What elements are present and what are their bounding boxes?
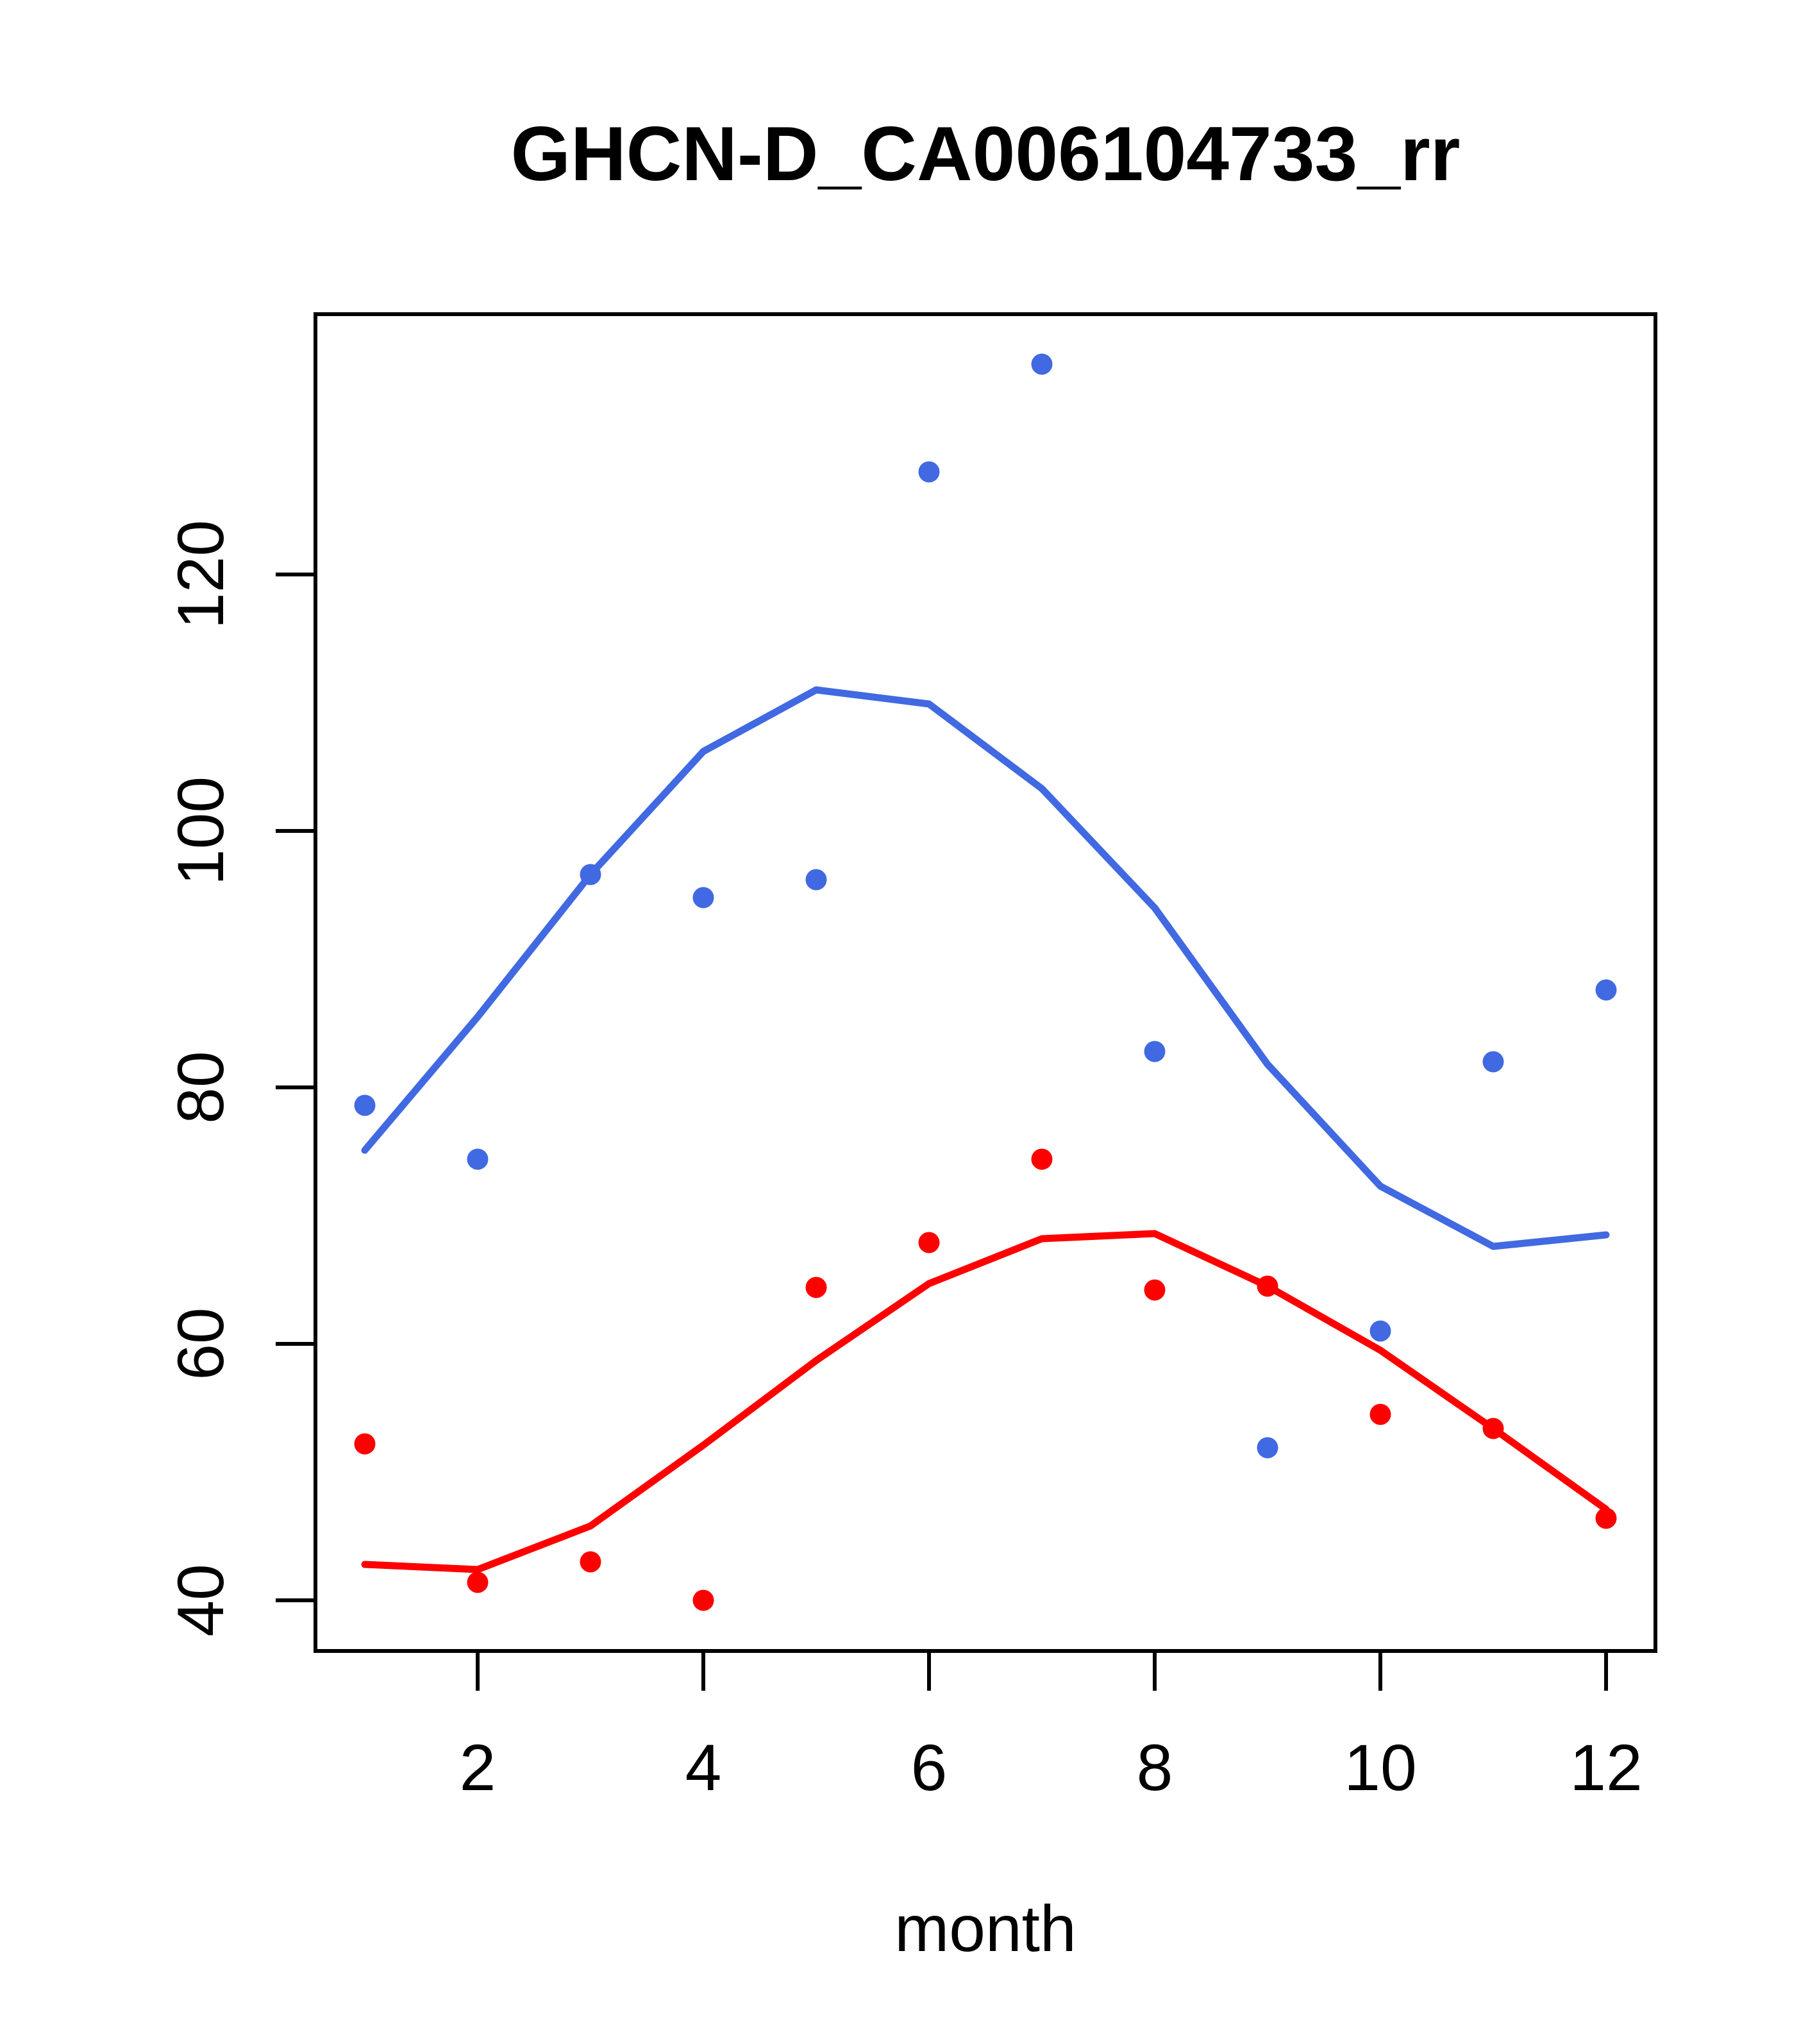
blue-point <box>1257 1437 1278 1459</box>
x-tick-label: 6 <box>911 1731 948 1804</box>
red-point <box>805 1277 827 1298</box>
blue-point <box>918 461 940 483</box>
red-point <box>1595 1507 1617 1529</box>
x-tick-label: 2 <box>460 1731 496 1804</box>
red-point <box>580 1551 601 1573</box>
blue-point <box>1369 1320 1391 1342</box>
red-point <box>918 1232 940 1253</box>
blue-point <box>1595 979 1617 1001</box>
blue-point <box>1031 353 1053 375</box>
blue-point <box>692 887 714 909</box>
x-tick-label: 8 <box>1137 1731 1173 1804</box>
red-point <box>1031 1148 1053 1170</box>
red-point <box>354 1433 376 1455</box>
blue-point <box>1144 1041 1166 1062</box>
red-point <box>1369 1403 1391 1425</box>
y-tick-label: 120 <box>164 520 237 629</box>
x-tick-label: 10 <box>1344 1731 1416 1804</box>
blue-point <box>1482 1051 1504 1073</box>
blue-point <box>354 1094 376 1116</box>
x-axis-label: month <box>894 1892 1076 1965</box>
plot-frame <box>314 312 1657 1653</box>
red-point <box>692 1589 714 1611</box>
y-tick-label: 60 <box>164 1307 237 1380</box>
y-tick-label: 80 <box>164 1051 237 1123</box>
blue-point <box>467 1148 489 1170</box>
y-tick-label: 40 <box>164 1564 237 1636</box>
blue-line <box>361 686 1610 1250</box>
x-tick-label: 4 <box>685 1731 722 1804</box>
x-tick-label: 12 <box>1570 1731 1642 1804</box>
red-point <box>467 1571 489 1593</box>
y-tick-label: 100 <box>164 776 237 885</box>
red-line <box>361 1230 1610 1573</box>
chart-title: GHCN-D_CA006104733_rr <box>510 111 1461 197</box>
blue-point <box>805 869 827 891</box>
red-point <box>1144 1279 1166 1301</box>
